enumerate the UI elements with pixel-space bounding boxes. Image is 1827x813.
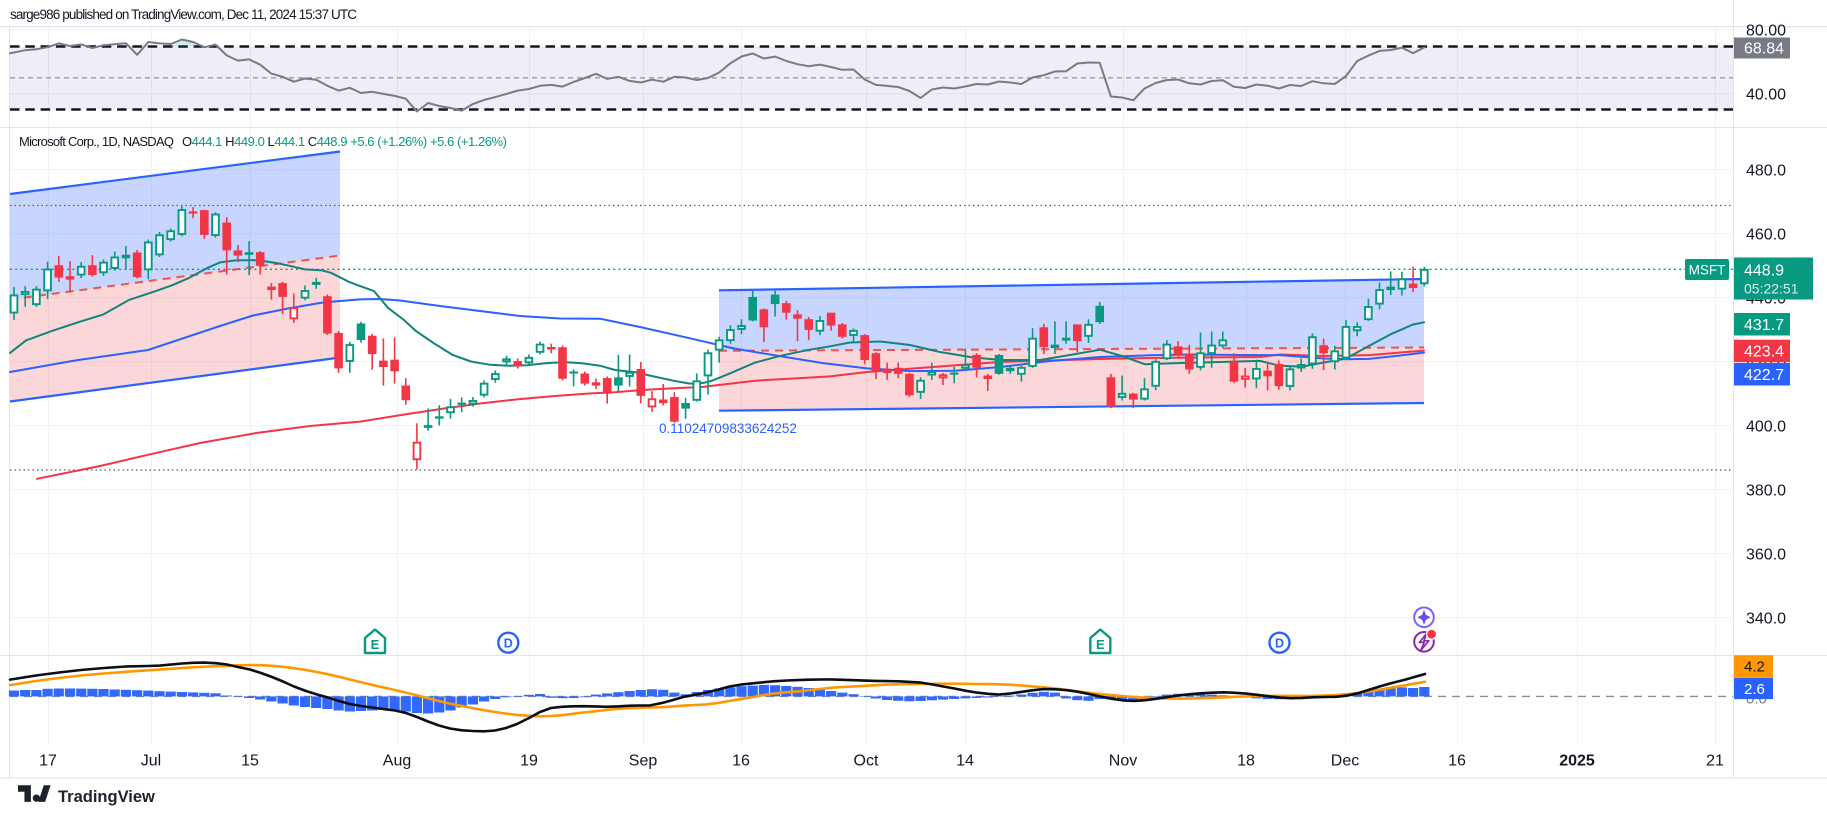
svg-text:Microsoft Corp., 1D, NASDAQ: Microsoft Corp., 1D, NASDAQ <box>19 134 174 149</box>
svg-text:80.00: 80.00 <box>1746 23 1786 40</box>
svg-text:16: 16 <box>1448 753 1466 770</box>
svg-text:Nov: Nov <box>1109 753 1137 770</box>
svg-text:460.0: 460.0 <box>1746 226 1786 243</box>
svg-text:4.2: 4.2 <box>1744 659 1765 676</box>
svg-text:68.84: 68.84 <box>1744 41 1784 58</box>
svg-text:E: E <box>371 637 380 652</box>
svg-text:TradingView: TradingView <box>58 788 155 806</box>
svg-text:19: 19 <box>520 753 538 770</box>
svg-text:2025: 2025 <box>1559 753 1595 770</box>
svg-text:E: E <box>1096 637 1105 652</box>
svg-text:431.7: 431.7 <box>1744 317 1784 334</box>
svg-text:21: 21 <box>1706 753 1724 770</box>
svg-text:423.4: 423.4 <box>1744 343 1784 360</box>
svg-text:O444.1 H449.0 L444.1 C448.9 +5: O444.1 H449.0 L444.1 C448.9 +5.6 (+1.26%… <box>182 134 507 149</box>
svg-text:480.0: 480.0 <box>1746 162 1786 179</box>
svg-text:Aug: Aug <box>383 753 411 770</box>
svg-text:05:22:51: 05:22:51 <box>1744 281 1799 297</box>
svg-text:Jul: Jul <box>141 753 161 770</box>
svg-text:Dec: Dec <box>1331 753 1359 770</box>
svg-text:448.9: 448.9 <box>1744 263 1784 280</box>
svg-text:2.6: 2.6 <box>1744 681 1765 698</box>
svg-text:MSFT: MSFT <box>1689 263 1726 278</box>
svg-text:40.00: 40.00 <box>1746 86 1786 103</box>
svg-text:sarge986 published on TradingV: sarge986 published on TradingView.com, D… <box>10 7 357 22</box>
svg-text:15: 15 <box>241 753 259 770</box>
svg-text:0.11024709833624252: 0.11024709833624252 <box>659 421 797 436</box>
svg-text:D: D <box>1275 637 1284 651</box>
svg-text:Sep: Sep <box>629 753 658 770</box>
svg-text:17: 17 <box>39 753 57 770</box>
svg-text:422.7: 422.7 <box>1744 367 1784 384</box>
svg-text:380.0: 380.0 <box>1746 482 1786 499</box>
svg-text:16: 16 <box>732 753 750 770</box>
svg-text:360.0: 360.0 <box>1746 546 1786 563</box>
svg-text:340.0: 340.0 <box>1746 610 1786 627</box>
svg-text:18: 18 <box>1237 753 1255 770</box>
svg-text:14: 14 <box>956 753 974 770</box>
svg-text:400.0: 400.0 <box>1746 418 1786 435</box>
svg-text:Oct: Oct <box>854 753 879 770</box>
svg-text:D: D <box>504 637 513 651</box>
